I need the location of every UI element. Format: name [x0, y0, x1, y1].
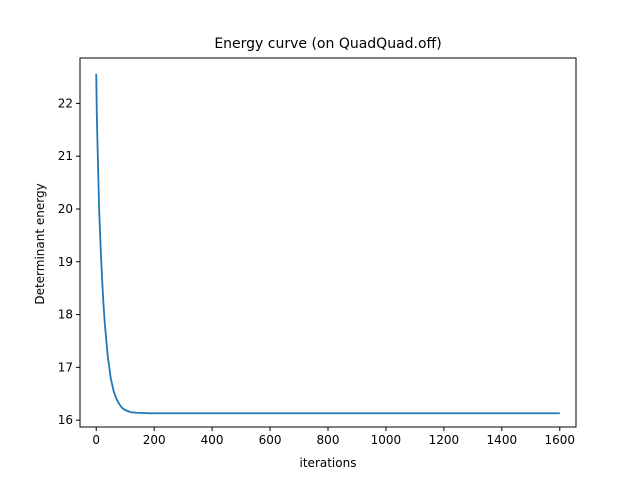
x-tick-label: 200 [143, 433, 166, 447]
x-tick-label: 0 [92, 433, 100, 447]
y-tick-label: 17 [58, 360, 73, 374]
y-tick-label: 18 [58, 308, 73, 322]
ticks-layer: 0 200 400 600 800 1000 1200 1400 1600 16 17 18 19 20 2… [58, 96, 575, 447]
y-tick-label: 16 [58, 413, 73, 427]
x-axis-label: iterations [300, 456, 357, 470]
y-tick-label: 20 [58, 202, 73, 216]
chart-title: Energy curve (on QuadQuad.off) [214, 36, 441, 52]
series-line-0 [95, 73, 560, 415]
x-tick-label: 600 [259, 433, 282, 447]
y-axis-label: Determinant energy [33, 183, 47, 304]
x-tick-label: 1600 [545, 433, 576, 447]
series-layer [95, 73, 560, 415]
x-tick-label: 1200 [429, 433, 460, 447]
x-tick-label: 1400 [487, 433, 518, 447]
y-tick-label: 19 [58, 255, 73, 269]
y-tick-label: 21 [58, 149, 73, 163]
plot-frame [79, 57, 577, 428]
x-tick-label: 1000 [371, 433, 402, 447]
y-tick-label: 22 [58, 96, 73, 110]
x-tick-label: 400 [201, 433, 224, 447]
x-tick-label: 800 [317, 433, 340, 447]
